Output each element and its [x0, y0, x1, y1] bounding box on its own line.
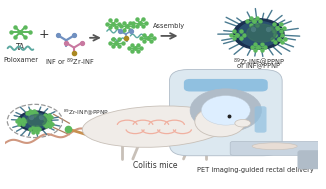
Circle shape: [238, 22, 279, 47]
FancyBboxPatch shape: [230, 141, 326, 155]
FancyBboxPatch shape: [184, 79, 268, 91]
Circle shape: [195, 106, 245, 137]
Circle shape: [201, 96, 250, 125]
Text: Assembly: Assembly: [154, 23, 185, 29]
Text: PET imaging-guided rectal delivery: PET imaging-guided rectal delivery: [197, 167, 314, 173]
Circle shape: [247, 24, 276, 42]
Circle shape: [27, 115, 47, 126]
Text: $^{89}$Zr-INF@PPNP: $^{89}$Zr-INF@PPNP: [233, 56, 285, 68]
FancyBboxPatch shape: [298, 150, 326, 169]
Circle shape: [233, 19, 284, 49]
Circle shape: [205, 99, 230, 114]
Text: $^{89}$Zr-INF@PPNP: $^{89}$Zr-INF@PPNP: [63, 107, 110, 117]
Text: Poloxamer: Poloxamer: [3, 57, 38, 63]
Ellipse shape: [235, 119, 251, 127]
Text: or INF@PPNP: or INF@PPNP: [237, 63, 280, 70]
Ellipse shape: [82, 106, 229, 147]
FancyBboxPatch shape: [170, 70, 282, 156]
FancyBboxPatch shape: [255, 106, 266, 133]
Text: INF or $^{89}$Zr-INF: INF or $^{89}$Zr-INF: [45, 57, 95, 68]
Ellipse shape: [252, 143, 297, 150]
Text: Colitis mice: Colitis mice: [133, 161, 178, 170]
Circle shape: [190, 89, 261, 132]
Circle shape: [18, 111, 52, 131]
Text: TA: TA: [16, 43, 25, 52]
Circle shape: [21, 113, 49, 129]
Text: +: +: [39, 29, 50, 41]
